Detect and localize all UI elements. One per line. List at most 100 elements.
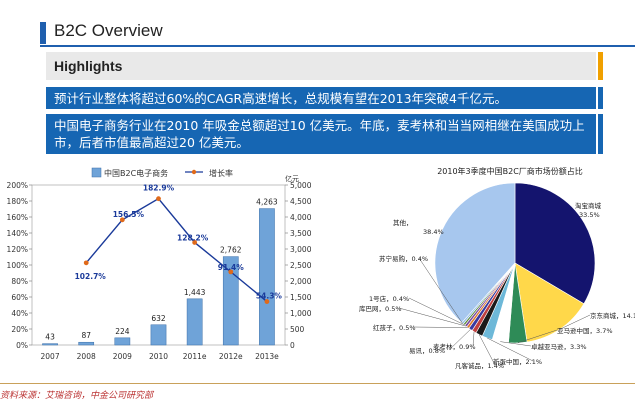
bar-value-label: 224 [115,327,130,336]
bullet-1-accent [598,87,603,109]
growth-rate-point [119,217,125,223]
pie-leader-line [559,314,591,330]
pie-label: 卓越亚马逊，3.3% [531,342,587,351]
x-tick-label: 2007 [41,352,60,361]
left-axis-tick-label: 0% [16,341,28,350]
left-axis-tick-label: 180% [7,197,28,206]
bar-2012e [222,256,239,346]
right-axis-tick-label: 4,000 [290,213,312,222]
pie-leader-line [472,331,475,347]
pie-leader-line [448,329,471,351]
bar-2010 [150,324,167,346]
pie-label: 苏宁易购，0.4% [379,254,428,263]
x-tick-label: 2008 [77,352,96,361]
pie-label: 库巴网，0.5% [359,304,402,313]
pie-label: 亚马逊中国，3.7% [557,326,613,335]
pie-leader-line [517,329,558,344]
pie-leader-line [408,297,465,325]
left-axis-tick-label: 80% [11,277,28,286]
pie-leader-line [398,307,466,327]
b2c-combo-chart: 43 87 224 632 1,443 2,762 4,263 102.7% 156.5% 182… [7,167,312,361]
growth-rate-point [264,299,270,304]
right-axis-tick-label: 3,500 [290,229,312,238]
growth-rate-point [228,269,234,275]
left-axis-tick-label: 120% [7,245,28,254]
pie-label: 凡客诚品，1.4% [455,361,504,370]
growth-rate-label: 156.5% [113,210,145,219]
left-axis-tick-label: 40% [11,309,28,318]
bar-value-label: 632 [151,314,166,323]
growth-rate-point [83,260,89,266]
bar-2009 [114,337,131,346]
legend-bar-label: 中国B2C电子商务 [104,168,168,178]
growth-rate-line [85,197,268,303]
bar-2008 [78,341,95,346]
left-axis-tick-label: 140% [7,229,28,238]
pie-slice-12 [434,182,516,324]
bar-value-label: 1,443 [184,288,206,297]
pie-label: 红孩子，0.5% [373,323,416,332]
highlights-label: Highlights [54,58,123,74]
pie-pct: 38.4% [423,228,444,236]
source-note: 资料来源：艾瑞咨询，中金公司研究部 [0,391,154,401]
pie-label: 淘宝商城 [575,201,602,210]
bar-2013e [259,208,275,346]
growth-rate-label: 128.2% [177,233,209,242]
x-tick-label: 2011e [183,352,207,361]
pie-leader-line [478,334,496,366]
highlights-box [46,52,596,80]
page-title: B2C Overview [54,21,163,40]
x-tick-label: 2012e [219,352,243,361]
bar-value-label: 43 [45,333,55,342]
growth-rate-label: 54.3% [256,292,283,301]
pie-label: 1号店，0.4% [369,294,409,303]
title-underline [40,45,635,47]
right-axis-tick-label: 4,500 [290,197,312,206]
right-axis-tick-label: 0 [290,341,295,350]
growth-rate-label: 91.4% [218,263,245,272]
left-axis-tick-label: 160% [7,213,28,222]
bar-2007 [42,343,58,346]
footer-divider [0,383,635,384]
bar-2011e [186,298,203,346]
growth-rate-point [156,196,161,202]
left-axis-tick-label: 100% [7,261,28,270]
legend-line-marker [191,169,197,175]
growth-rate-label: 102.7% [75,272,107,281]
left-axis-tick-label: 200% [7,181,28,190]
right-axis-unit: 亿元 [285,174,299,183]
x-tick-label: 2010 [149,352,168,361]
pie-leader-line [412,326,468,328]
legend-bar-swatch [91,167,102,178]
growth-rate-point [192,240,198,245]
pie-label: 新蛋中国，2.1% [493,357,542,366]
right-axis-tick-label: 5,000 [290,181,312,190]
bar-value-label: 4,263 [256,198,278,207]
title-accent-bar [40,22,46,44]
pie-leader-line [500,341,532,347]
x-tick-label: 2009 [113,352,132,361]
growth-rate-label: 182.9% [143,184,175,193]
x-tick-label: 2013e [255,352,279,361]
bullet-2-accent [598,114,603,154]
pie-title: 2010年3季度中国B2C厂商市场份额占比 [437,166,583,176]
pie-label: 易讯，0.8% [409,347,445,355]
right-axis-tick-label: 1,000 [290,309,312,318]
pie-leader-line [418,257,463,324]
highlights-accent [598,52,603,80]
pie-leader-line [487,337,534,362]
right-axis-tick-label: 3,000 [290,245,312,254]
right-axis-tick-label: 500 [290,325,305,334]
right-axis-tick-label: 2,500 [290,261,312,270]
pie-label: 其他， [393,218,413,227]
pie-label: 京东商城，14.1% [590,311,635,320]
right-axis-tick-label: 1,500 [290,293,312,302]
pie-slice-1 [514,262,585,343]
left-axis-tick-label: 20% [11,325,28,334]
legend-line-label: 增长率 [209,168,233,178]
pie-slice-0 [514,182,596,305]
highlight-bullet-1: 预计行业整体将超过60%的CAGR高速增长，总规模有望在2013年突破4千亿元。 [46,87,596,109]
pie-label: 麦考林，0.9% [433,342,476,351]
highlight-bullet-2: 中国电子商务行业在2010 年吸金总额超过10 亿美元。年底，麦考林和当当网相继… [46,114,596,154]
